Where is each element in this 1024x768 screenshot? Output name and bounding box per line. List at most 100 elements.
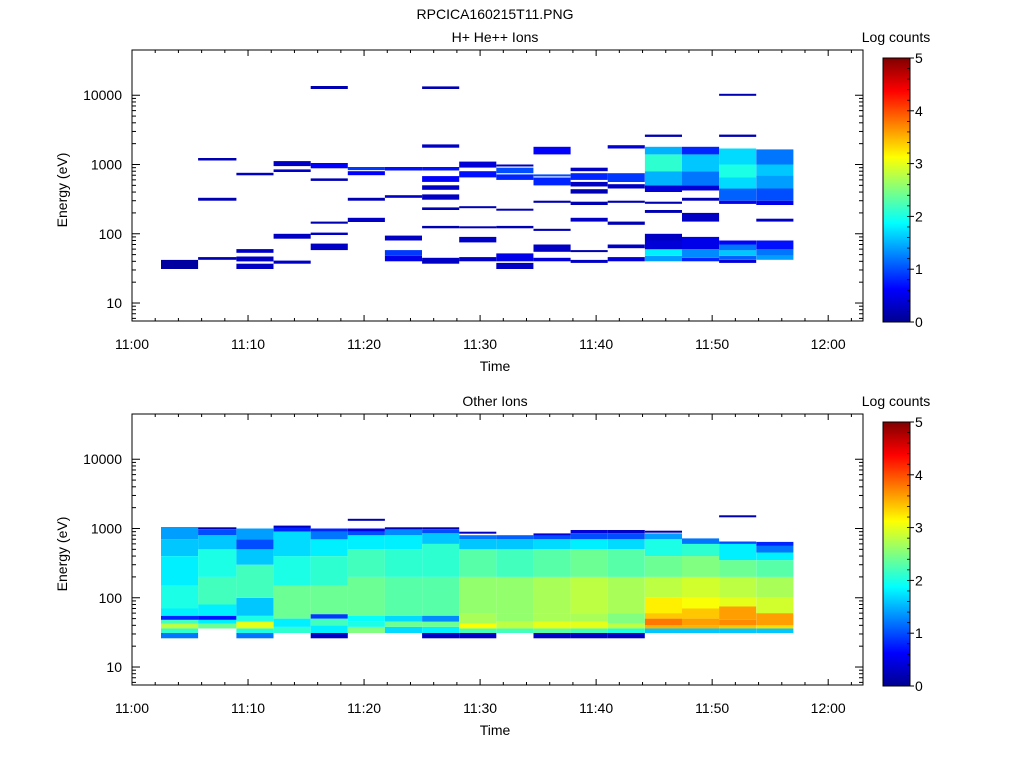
heatmap-cell	[310, 86, 348, 89]
heatmap-cell	[236, 249, 274, 253]
x-tick-label: 12:00	[811, 700, 846, 716]
heatmap-cell	[384, 167, 422, 171]
heatmap-cell	[496, 167, 534, 174]
heatmap-cell	[644, 255, 682, 262]
heatmap-cell	[496, 539, 534, 550]
heatmap-cell	[533, 613, 571, 622]
heatmap-cells	[161, 515, 794, 639]
x-tick-label: 11:00	[115, 336, 149, 352]
heatmap-cell	[459, 161, 497, 168]
colorbar-tick-label: 3	[915, 520, 923, 536]
heatmap-cell	[161, 628, 199, 633]
heatmap-cell	[607, 623, 645, 629]
heatmap-cell	[682, 597, 720, 609]
heatmap-cell	[273, 626, 311, 633]
heatmap-cell	[607, 576, 645, 614]
heatmap-cell	[161, 608, 199, 616]
heatmap-cell	[422, 576, 460, 616]
heatmap-cell	[496, 549, 534, 577]
heatmap-cell	[198, 535, 237, 550]
y-tick-label: 10	[106, 659, 122, 675]
heatmap-cell	[347, 528, 385, 532]
heatmap-cell	[384, 576, 422, 616]
x-axis: 11:00 11:10 11:20 11:30 11:40 11:50 12:00	[115, 414, 852, 716]
y-tick-label: 10000	[83, 451, 122, 467]
heatmap-cell	[310, 528, 348, 532]
heatmap-cell	[236, 172, 274, 176]
heatmap-cell	[422, 225, 460, 229]
heatmap-cell	[607, 533, 645, 540]
heatmap-cell	[570, 621, 608, 629]
heatmap-cell	[607, 244, 645, 249]
heatmap-cell	[384, 235, 422, 241]
heatmap-cell	[347, 197, 385, 201]
heatmap-cell	[459, 628, 497, 633]
heatmap-cell	[644, 539, 682, 556]
heatmap-cell	[347, 626, 385, 633]
heatmap-cell	[682, 154, 720, 172]
heatmap-cell	[644, 210, 682, 213]
colorbar-gradient	[882, 421, 911, 687]
heatmap-cell	[644, 597, 682, 614]
colorbar-gradient	[882, 57, 911, 323]
heatmap-cell	[756, 545, 794, 553]
heatmap-cell	[644, 576, 682, 598]
heatmap-cell	[719, 244, 757, 251]
heatmap-cell	[161, 615, 199, 620]
heatmap-cell	[719, 255, 757, 260]
heatmap-cell	[496, 253, 534, 262]
heatmap-cell	[570, 576, 608, 614]
heatmap-cell	[682, 625, 720, 629]
heatmap-cell	[756, 188, 794, 201]
heatmap-cell	[273, 585, 311, 619]
heatmap-cell	[533, 257, 571, 262]
heatmap-cell	[310, 618, 348, 626]
colorbar-tick-label: 1	[915, 625, 923, 641]
colorbar-tick-label: 4	[915, 103, 923, 119]
heatmap-cell	[570, 181, 608, 187]
heatmap-cell	[273, 556, 311, 586]
heatmap-cell	[198, 619, 237, 624]
heatmap-cell	[607, 633, 645, 639]
heatmap-cell	[198, 257, 237, 260]
heatmap-cell	[644, 249, 682, 256]
heatmap-cell	[644, 556, 682, 577]
heatmap-cell	[496, 164, 534, 167]
heatmap-cell	[533, 633, 571, 639]
heatmap-cell	[756, 200, 794, 205]
heatmap-cell	[310, 556, 348, 586]
heatmap-cell	[682, 608, 720, 619]
heatmap-cell	[310, 221, 348, 224]
heatmap-cell	[644, 134, 682, 137]
heatmap-cell	[384, 535, 422, 550]
heatmap-cell	[719, 177, 757, 189]
heatmap-cell	[198, 623, 237, 629]
heatmap-cell	[644, 146, 682, 155]
x-tick-label: 11:00	[115, 700, 149, 716]
heatmap-cell	[607, 539, 645, 550]
heatmap-cell	[570, 189, 608, 194]
heatmap-cell	[607, 200, 645, 203]
heatmap-cell	[756, 560, 794, 577]
heatmap-cell	[682, 628, 720, 633]
heatmap-cell	[719, 606, 757, 620]
heatmap-cell	[570, 259, 608, 263]
heatmap-cell	[347, 171, 385, 176]
heatmap-cell	[236, 263, 274, 269]
x-tick-label: 11:50	[695, 336, 729, 352]
heatmap-cell	[459, 226, 497, 229]
heatmap-cell	[273, 233, 311, 239]
heatmap-cell	[682, 556, 720, 577]
heatmap-cell	[607, 549, 645, 577]
heatmap-cell	[533, 576, 571, 614]
x-tick-label: 11:30	[463, 336, 497, 352]
heatmap-cell	[682, 146, 720, 155]
heatmap-cell	[644, 201, 682, 204]
heatmap-cell	[198, 527, 237, 530]
heatmap-cell	[273, 531, 311, 557]
heatmap-cell	[533, 628, 571, 633]
heatmap-cell	[682, 543, 720, 557]
heatmap-cell	[236, 539, 274, 550]
colorbar-tick-label: 4	[915, 467, 923, 483]
heatmap-cell	[719, 560, 757, 577]
